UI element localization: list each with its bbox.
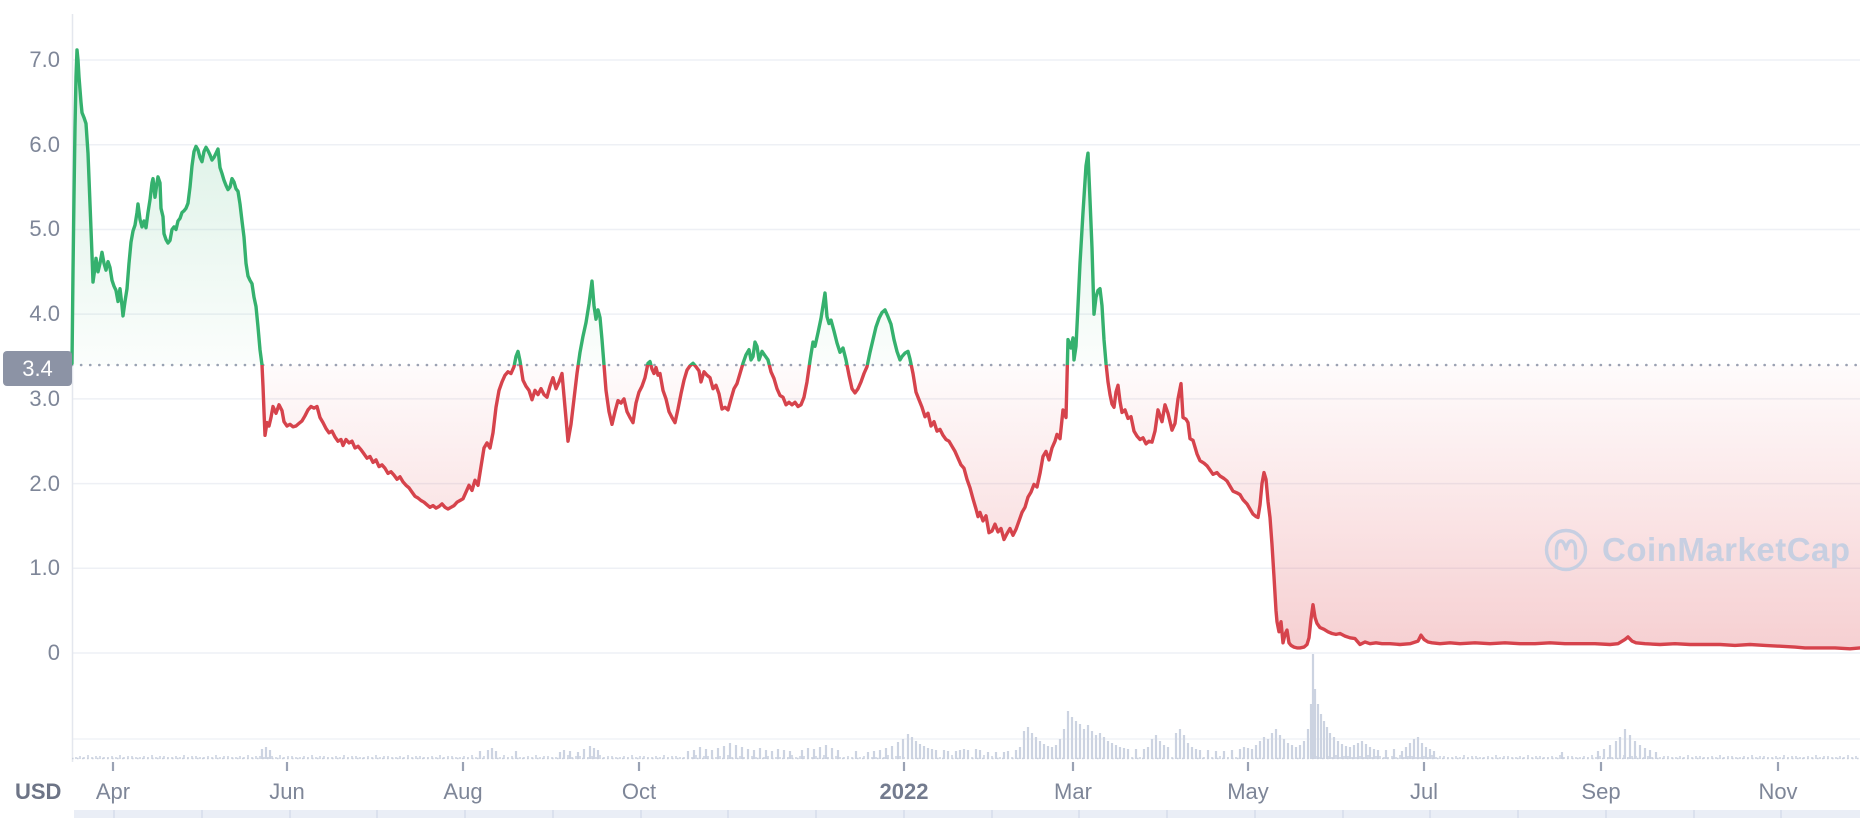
x-axis-label: Sep xyxy=(1581,779,1621,804)
timeline-scrollbar[interactable] xyxy=(74,810,1860,818)
scrollbar-divider xyxy=(1692,810,1695,818)
y-axis-label: 5.0 xyxy=(29,216,60,242)
current-price-value: 3.4 xyxy=(22,355,53,381)
scrollbar-divider xyxy=(1078,810,1081,818)
scrollbar-divider xyxy=(815,810,817,818)
scrollbar-divider xyxy=(200,810,203,818)
y-axis-label: 0 xyxy=(47,640,60,665)
x-axis-label: Jun xyxy=(269,779,305,804)
scrollbar-divider xyxy=(902,810,905,818)
scrollbar-divider xyxy=(1517,810,1519,818)
scrollbar-divider xyxy=(376,810,379,818)
scrollbar-divider xyxy=(1166,810,1168,818)
y-axis-label: 2.0 xyxy=(29,470,60,496)
current-price-badge: 3.4 xyxy=(3,351,72,386)
y-axis-label: 6.0 xyxy=(29,131,60,157)
area-fill-down xyxy=(72,365,1860,649)
scrollbar-divider xyxy=(1341,810,1344,818)
currency-label: USD xyxy=(15,779,62,804)
scrollbar-divider xyxy=(1604,810,1607,818)
scrollbar-divider xyxy=(990,810,993,818)
x-axis-label: May xyxy=(1227,779,1269,804)
price-line-up xyxy=(70,48,1108,365)
y-axis-label: 7.0 xyxy=(29,47,60,73)
scrollbar-divider xyxy=(1253,810,1256,818)
y-axis-label: 4.0 xyxy=(29,301,60,327)
x-axis-label: Mar xyxy=(1054,779,1092,804)
price-line-down xyxy=(72,365,1860,651)
y-axis-label: 3.0 xyxy=(29,385,60,411)
scrollbar-divider xyxy=(113,810,115,818)
x-axis-label: Aug xyxy=(443,779,483,804)
x-axis-label: Nov xyxy=(1758,779,1798,804)
scrollbar-divider xyxy=(727,810,730,818)
scrollbar-divider xyxy=(288,810,291,818)
scrollbar-divider xyxy=(464,810,466,818)
y-axis-label: 1.0 xyxy=(29,555,60,581)
scrollbar-divider xyxy=(551,810,554,818)
x-axis-label: 2022 xyxy=(879,779,929,804)
scrollbar-divider xyxy=(1429,810,1432,818)
x-axis-label: Jul xyxy=(1409,779,1439,804)
x-axis-label: Apr xyxy=(95,779,131,804)
x-axis-label: Oct xyxy=(621,779,657,804)
scrollbar-divider xyxy=(1780,810,1783,818)
scrollbar-divider xyxy=(639,810,642,818)
area-fill-up xyxy=(72,49,1860,365)
